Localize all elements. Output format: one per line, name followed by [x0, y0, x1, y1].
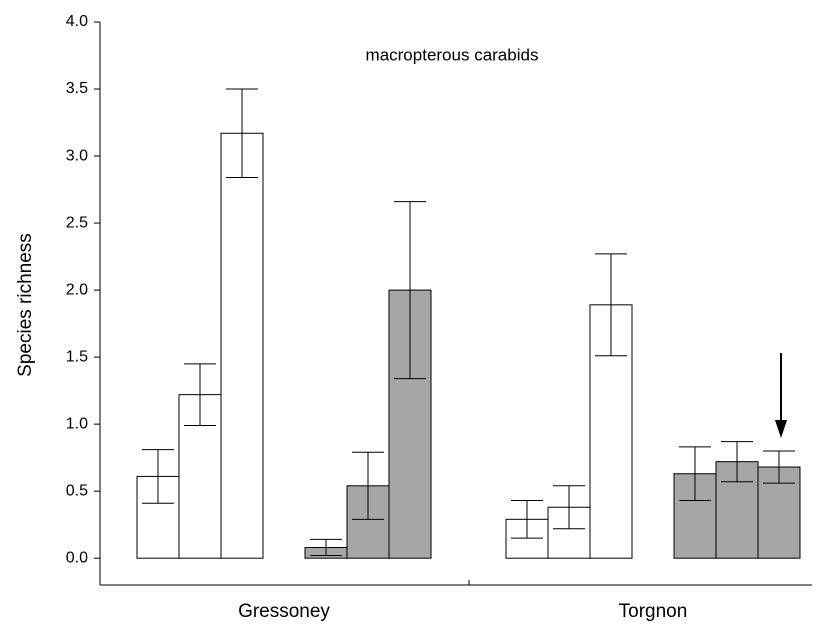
chart-title: macropterous carabids [366, 45, 539, 64]
y-tick-label: 4.0 [66, 13, 88, 30]
error-bar [553, 485, 585, 530]
error-bar [595, 253, 627, 357]
y-tick-label: 0.5 [66, 482, 88, 499]
arrow-head [775, 420, 787, 438]
x-tick-label: Torgnon [619, 601, 688, 622]
error-bar [721, 441, 753, 483]
x-tick-label: Gressoney [238, 601, 330, 622]
y-tick-label: 3.0 [66, 147, 88, 164]
error-bar [763, 450, 795, 484]
y-axis-label: Species richness [15, 233, 36, 377]
y-tick-label: 1.0 [66, 415, 88, 432]
error-bar [310, 538, 342, 557]
error-bar [511, 500, 543, 539]
error-bar [352, 451, 384, 520]
y-tick-label: 2.5 [66, 214, 88, 231]
y-tick-label: 1.5 [66, 348, 88, 365]
error-bar [679, 446, 711, 502]
y-tick-label: 3.5 [66, 80, 88, 97]
error-bar [226, 88, 258, 178]
error-bar [394, 201, 426, 380]
error-bar [142, 449, 174, 504]
y-tick-label: 2.0 [66, 281, 88, 298]
bar [220, 132, 264, 559]
error-bar [184, 363, 216, 426]
y-tick-label: 0.0 [66, 549, 88, 566]
